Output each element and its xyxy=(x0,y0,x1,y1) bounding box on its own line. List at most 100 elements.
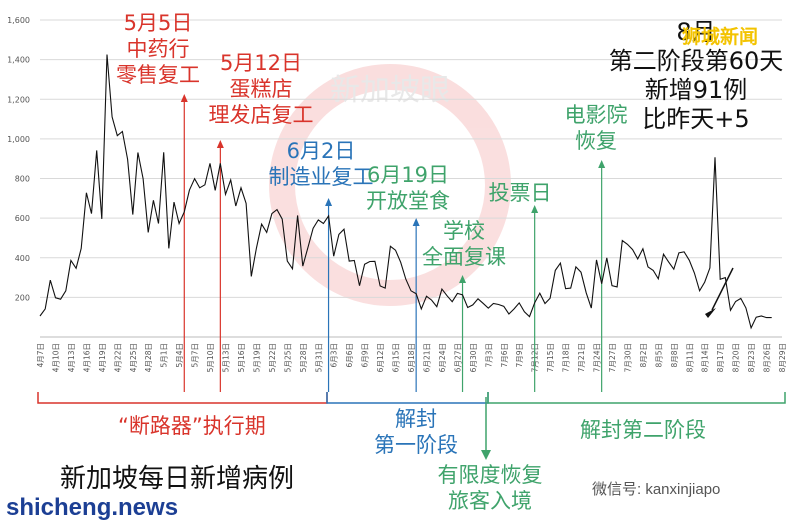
annotation-may12: 5月12日 蛋糕店 理发店复工 xyxy=(196,50,326,128)
phase-label-2-line2: 第一阶段 xyxy=(374,433,458,457)
event-arrow xyxy=(325,198,333,206)
brand-label: 狮城新闻 xyxy=(682,26,759,48)
summary-line3: 新增91例 xyxy=(644,76,748,104)
x-tick-label: 6月3日 xyxy=(330,343,339,368)
x-tick-label: 8月29日 xyxy=(778,343,787,372)
x-tick-label: 5月4日 xyxy=(175,343,184,368)
x-tick-label: 6月21日 xyxy=(422,343,431,372)
y-tick-label: 1,000 xyxy=(7,135,30,144)
phase-brackets xyxy=(37,267,786,460)
annotation-school-line1: 学校 xyxy=(443,219,485,243)
phase-label-4: 有限度恢复 旅客入境 xyxy=(420,462,560,514)
x-tick-label: 8月20日 xyxy=(732,343,741,372)
event-arrow xyxy=(598,160,606,168)
x-tick-label: 5月1日 xyxy=(160,343,169,368)
event-arrow xyxy=(216,140,224,148)
x-tick-label: 8月5日 xyxy=(654,343,663,368)
annotation-polling: 投票日 xyxy=(480,180,560,206)
annotation-may5-line2: 中药行 xyxy=(126,37,190,61)
summary-line2: 第二阶段第60天 xyxy=(608,47,784,75)
x-tick-label: 7月6日 xyxy=(500,343,509,368)
annotation-may12-line1: 5月12日 xyxy=(219,51,303,75)
x-tick-label: 5月28日 xyxy=(299,343,308,372)
phase-label-3: 解封第二阶段 xyxy=(580,418,706,442)
x-tick-label: 5月10日 xyxy=(206,343,215,372)
x-tick-label: 6月12日 xyxy=(376,343,385,372)
summary-line1: 8月 xyxy=(676,18,716,46)
phase-label-1: “断路器”执行期 xyxy=(118,414,266,438)
x-tick-label: 7月15日 xyxy=(546,343,555,372)
phase-arrow-head xyxy=(481,450,491,460)
x-tick-label: 5月31日 xyxy=(314,343,323,372)
event-arrow xyxy=(531,205,539,213)
x-tick-label: 6月9日 xyxy=(361,343,370,368)
annotation-cinema: 电影院 恢复 xyxy=(556,102,636,154)
latest-arrow-line xyxy=(711,267,734,311)
annotation-jun2: 6月2日 制造业复工 xyxy=(256,138,386,190)
x-tick-label: 7月9日 xyxy=(515,343,524,368)
x-tick-label: 6月15日 xyxy=(392,343,401,372)
y-tick-label: 400 xyxy=(15,254,30,263)
footer-site: shicheng.news xyxy=(6,494,179,521)
annotation-cinema-line2: 恢复 xyxy=(575,129,617,153)
x-tick-label: 4月13日 xyxy=(67,343,76,372)
x-tick-label: 8月23日 xyxy=(747,343,756,372)
x-tick-label: 7月24日 xyxy=(593,343,602,372)
x-tick-label: 6月6日 xyxy=(345,343,354,368)
phase-bracket-1 xyxy=(37,392,328,404)
y-tick-label: 800 xyxy=(15,175,30,184)
annotation-may5-line1: 5月5日 xyxy=(123,11,193,35)
daily-cases-line xyxy=(39,54,772,330)
watermark: 新加坡眼 xyxy=(269,64,511,306)
annotation-may12-line2: 蛋糕店 xyxy=(229,77,293,101)
chart-caption: 新加坡每日新增病例 xyxy=(60,464,295,494)
x-tick-label: 5月19日 xyxy=(252,343,261,372)
annotation-school: 学校 全面复课 xyxy=(414,218,514,270)
annotation-jun19-line1: 6月19日 xyxy=(366,163,450,187)
annotation-may5-line3: 零售复工 xyxy=(116,63,200,87)
x-tick-label: 8月17日 xyxy=(716,343,725,372)
annotation-jun19: 6月19日 开放堂食 xyxy=(358,162,458,214)
annotation-polling-line1: 投票日 xyxy=(488,181,552,205)
x-tick-label: 8月11日 xyxy=(685,343,694,372)
x-tick-label: 6月30日 xyxy=(469,343,478,372)
summary-annotation: 8月 第二阶段第60天 新增91例 比昨天+5 xyxy=(606,18,786,134)
phase-label-2: 解封 第一阶段 xyxy=(366,406,466,458)
x-tick-label: 4月22日 xyxy=(113,343,122,372)
y-axis: 200 400 600 800 1,000 1,200 1,400 1,600 xyxy=(7,16,30,302)
event-arrow xyxy=(459,275,467,283)
event-arrow xyxy=(412,218,420,226)
x-tick-label: 5月16日 xyxy=(237,343,246,372)
x-tick-label: 8月26日 xyxy=(763,343,772,372)
annotation-school-line2: 全面复课 xyxy=(422,245,506,269)
x-tick-label: 5月25日 xyxy=(283,343,292,372)
x-tick-label: 5月13日 xyxy=(222,343,231,372)
x-tick-label: 8月14日 xyxy=(701,343,710,372)
x-tick-label: 4月25日 xyxy=(129,343,138,372)
x-tick-label: 4月19日 xyxy=(98,343,107,372)
x-tick-label: 5月22日 xyxy=(268,343,277,372)
x-tick-label: 4月7日 xyxy=(36,343,45,368)
annotation-may5: 5月5日 中药行 零售复工 xyxy=(108,10,208,88)
x-tick-label: 4月28日 xyxy=(144,343,153,372)
y-tick-label: 1,400 xyxy=(7,56,30,65)
x-tick-label: 5月7日 xyxy=(191,343,200,368)
x-tick-label: 7月21日 xyxy=(577,343,586,372)
annotation-cinema-line1: 电影院 xyxy=(564,103,628,127)
annotation-jun19-line2: 开放堂食 xyxy=(366,189,450,213)
x-axis: 4月7日 4月10日 4月13日 4月16日 4月19日 4月22日 4月25日 4月28日 5… xyxy=(36,343,787,372)
x-tick-label: 8月8日 xyxy=(670,343,679,368)
x-tick-label: 4月16日 xyxy=(82,343,91,372)
grid-lines xyxy=(40,19,782,338)
x-tick-label: 7月3日 xyxy=(484,343,493,368)
phase-bracket-2 xyxy=(326,392,489,404)
annotation-may12-line3: 理发店复工 xyxy=(208,103,314,127)
y-tick-label: 600 xyxy=(15,214,30,223)
annotation-jun2-line1: 6月2日 xyxy=(286,139,356,163)
x-tick-label: 7月18日 xyxy=(562,343,571,372)
footer-wechat: 微信号: kanxinjiapo xyxy=(592,481,721,498)
x-tick-label: 4月10日 xyxy=(51,343,60,372)
x-tick-label: 7月27日 xyxy=(608,343,617,372)
phase-bracket-3 xyxy=(487,392,786,404)
